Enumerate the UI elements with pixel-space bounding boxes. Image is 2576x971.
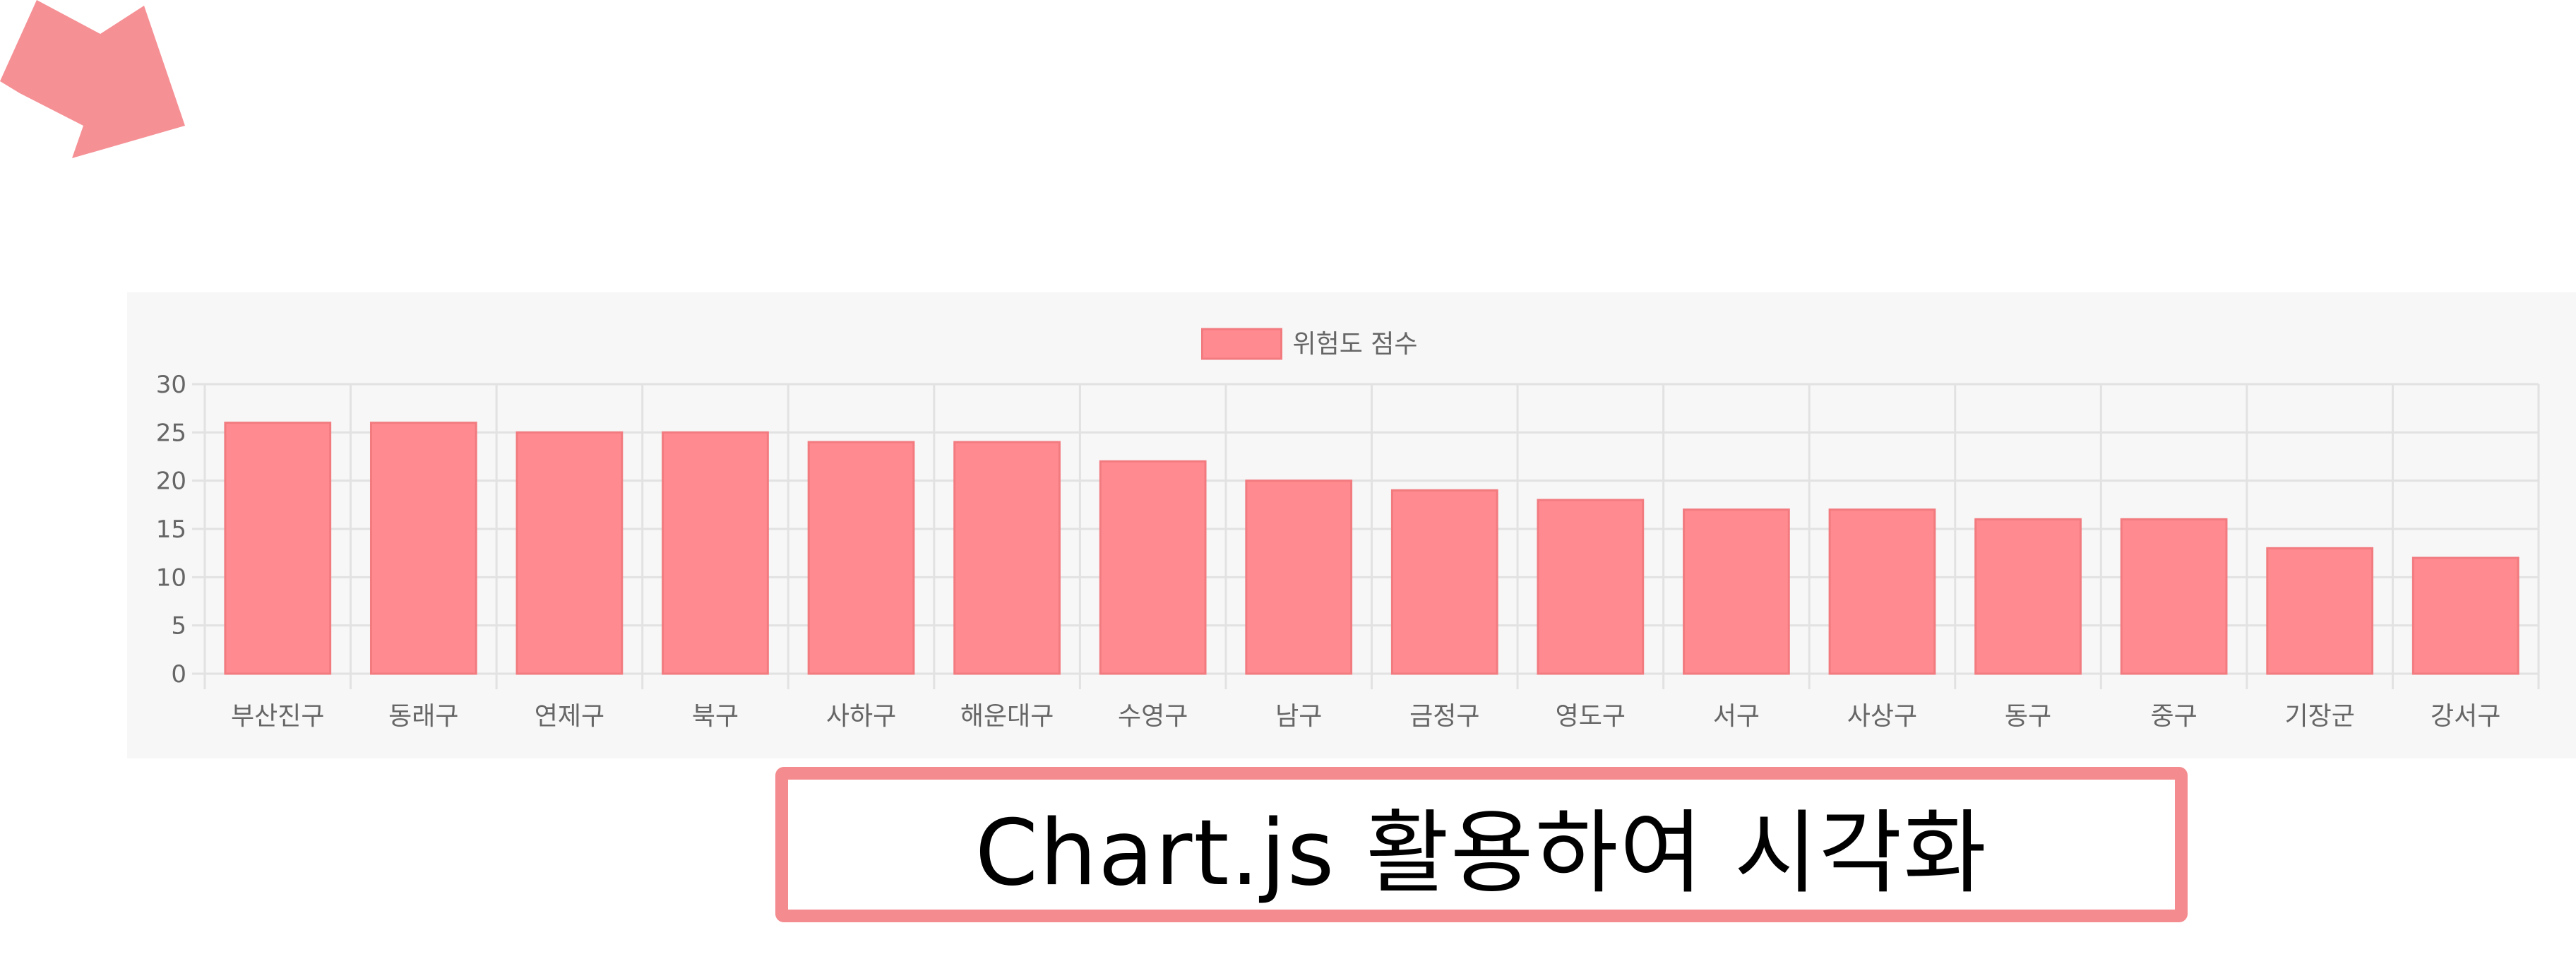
x-tick-label: 사하구 [826,702,896,731]
x-tick-label: 동구 [2005,702,2051,731]
x-tick-label: 서구 [1713,702,1760,731]
bar [1390,489,1498,675]
bar-chart: 0 5 10 15 20 25 30 부산진구 동래구 연제구 북구 사하구 해운대구 수영구 남구 금정구 영… [156,328,2540,731]
x-tick-label: 연제구 [535,702,604,731]
bar [1974,518,2082,675]
legend-swatch [1201,328,1282,360]
bar [807,441,915,675]
y-tick-label: 30 [156,371,186,399]
x-tick-label: 북구 [692,702,739,731]
bar [224,422,332,675]
bar [2411,556,2520,675]
bar [953,441,1061,675]
bar [1828,508,1936,675]
y-tick-label: 5 [171,612,186,641]
y-tick-label: 0 [171,660,186,689]
x-tick-label: 금정구 [1409,702,1479,731]
legend-label: 위험도 점수 [1293,330,1418,359]
x-tick-label: 중구 [2150,702,2197,731]
x-tick-label: 남구 [1275,702,1322,731]
x-tick-label: 영도구 [1556,702,1626,731]
bar [662,431,769,675]
y-tick-label: 20 [156,467,186,496]
bar [1245,479,1353,675]
y-tick-label: 15 [156,516,186,544]
x-tick-label: 수영구 [1118,702,1188,731]
bar [1099,460,1207,675]
bar [2266,547,2374,675]
y-tick-label: 25 [156,419,186,447]
x-tick-label: 동래구 [388,702,458,731]
bar [369,422,477,675]
x-tick-label: 부산진구 [231,702,324,731]
y-tick-label: 10 [156,564,186,592]
chart-panel: 0 5 10 15 20 25 30 부산진구 동래구 연제구 북구 사하구 해운대구 수영구 남구 금정구 영… [127,292,2576,758]
x-tick-label: 기장군 [2284,702,2354,731]
bar [515,431,624,675]
x-tick-label: 해운대구 [960,702,1054,731]
bar [1537,499,1645,675]
bar [1683,508,1790,675]
caption-text: Chart.js 활용하여 시각화 [974,800,1988,906]
caption-box: Chart.js 활용하여 시각화 [775,767,2188,922]
x-tick-label: 사상구 [1847,702,1917,731]
bar [2120,518,2228,675]
arrow-down-right-icon [0,0,185,158]
x-tick-label: 강서구 [2431,702,2500,731]
